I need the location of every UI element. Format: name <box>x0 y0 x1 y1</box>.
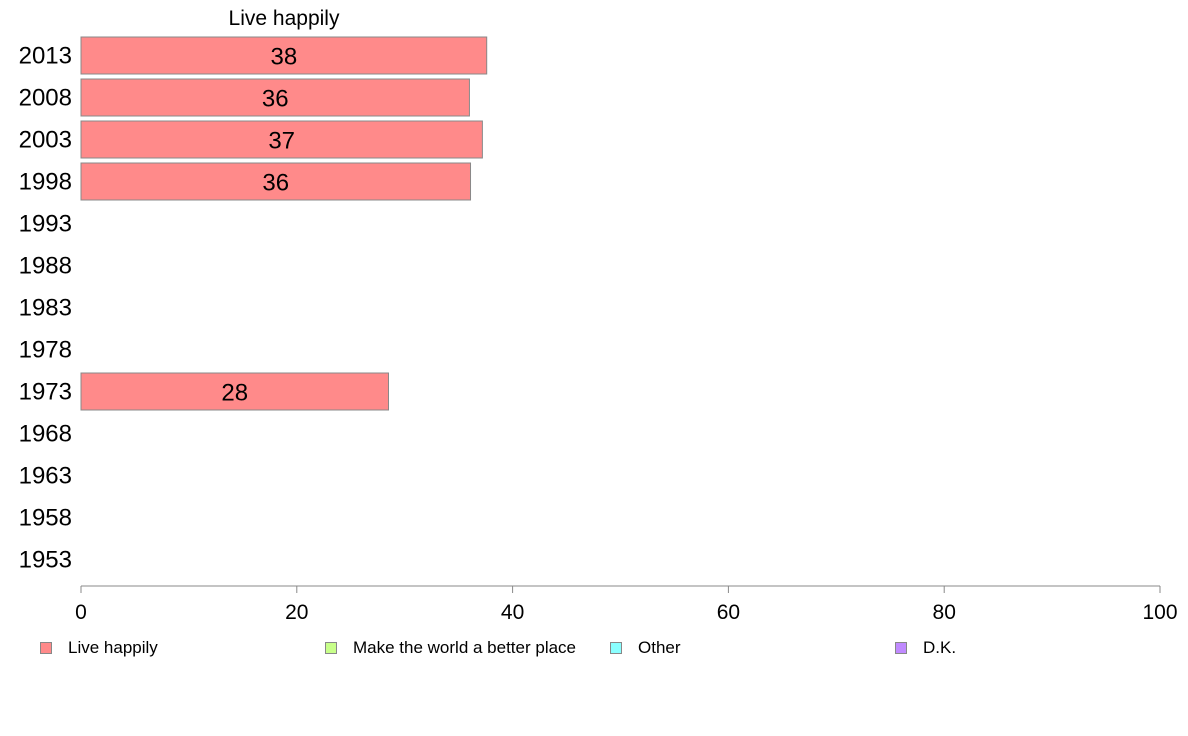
bar <box>80 36 488 75</box>
legend-label: Make the world a better place <box>353 638 577 657</box>
bar <box>80 78 470 117</box>
x-tick-label: 60 <box>717 601 740 624</box>
legend-swatch <box>895 642 907 654</box>
legend: Live happily Make the world a better plac… <box>0 638 1188 662</box>
chart-title: Live happily <box>229 7 340 30</box>
bar-chart: Live happily 2013 2008 2003 1998 1993 1988 1983… <box>19 7 1178 624</box>
x-tick-label: 100 <box>1142 601 1177 624</box>
bar-data-label: 37 <box>268 128 295 155</box>
y-tick-label: 1978 <box>19 337 72 364</box>
y-tick-label: 1998 <box>19 169 72 196</box>
x-tick-label: 0 <box>75 601 87 624</box>
y-tick-label: 1983 <box>19 295 72 322</box>
y-tick-label: 1988 <box>19 253 72 280</box>
y-tick-label: 1963 <box>19 463 72 490</box>
x-tick-label: 20 <box>285 601 308 624</box>
x-tick-label: 40 <box>501 601 524 624</box>
y-tick-label: 1958 <box>19 505 72 532</box>
y-tick-label: 2008 <box>19 85 72 112</box>
legend-item: Live happily <box>40 638 158 658</box>
legend-swatch <box>610 642 622 654</box>
legend-item: Make the world a better place <box>325 638 576 658</box>
legend-item: D.K. <box>895 638 956 658</box>
bar-data-label: 36 <box>262 86 289 113</box>
legend-swatch <box>325 642 337 654</box>
y-tick-label: 2013 <box>19 43 72 70</box>
x-tick-label: 80 <box>933 601 956 624</box>
y-tick-label: 1953 <box>19 547 72 574</box>
legend-item: Other <box>610 638 681 658</box>
y-tick-label: 1993 <box>19 211 72 238</box>
bar <box>80 372 390 411</box>
bar <box>80 162 472 201</box>
y-tick-label: 2003 <box>19 127 72 154</box>
bar-data-label: 38 <box>271 44 298 71</box>
legend-label: Other <box>638 638 681 657</box>
bar-data-label: 28 <box>221 380 248 407</box>
y-tick-label: 1968 <box>19 421 72 448</box>
bar <box>80 120 483 159</box>
legend-swatch <box>40 642 52 654</box>
bar-data-label: 36 <box>262 170 289 197</box>
legend-label: D.K. <box>923 638 957 657</box>
legend-label: Live happily <box>68 638 158 657</box>
y-tick-label: 1973 <box>19 379 72 406</box>
